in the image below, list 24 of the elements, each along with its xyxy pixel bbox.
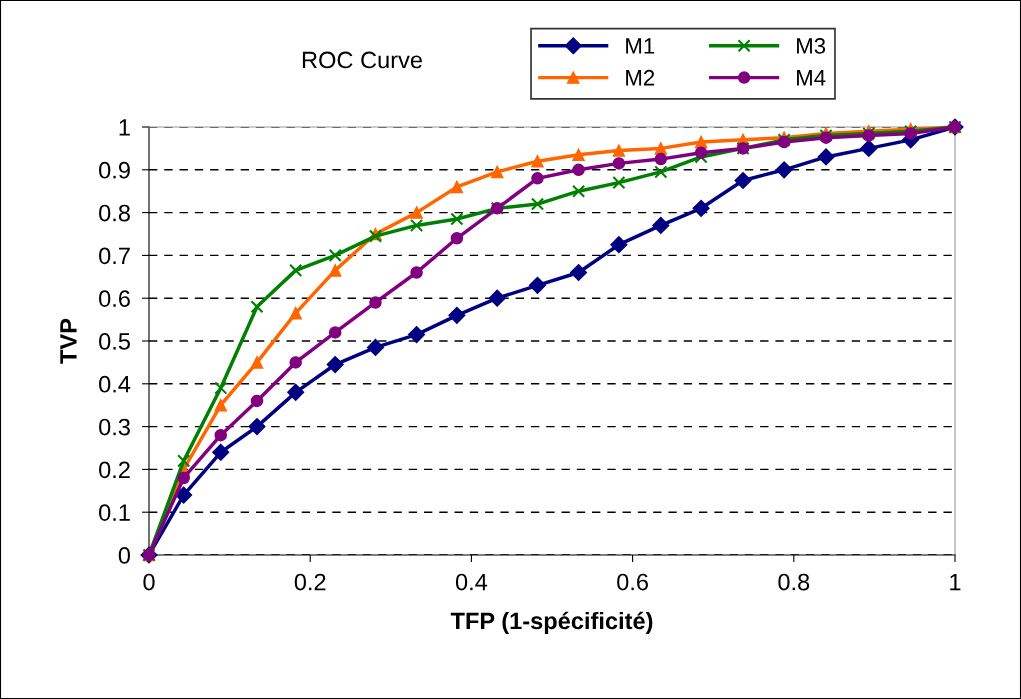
legend-label: M3 [797,38,826,54]
x-tick-label: 1 [950,573,961,591]
y-axis-title: TVP [60,318,77,364]
chart-title: ROC Curve [302,51,422,69]
y-tick-label: 0.6 [99,290,130,307]
legend-label: M2 [626,69,655,86]
legend-label: M4 [797,70,826,86]
legend-label: M1 [626,38,655,54]
x-tick-label: 0.8 [778,573,810,591]
y-tick-label: 0.9 [99,161,130,179]
y-tick-label: 0.4 [99,375,131,393]
x-tick-label: 0.6 [617,573,648,591]
x-tick-label: 0 [143,573,155,591]
y-tick-label: 0 [118,547,131,564]
y-tick-label: 1 [119,119,130,136]
y-tick-label: 0.3 [99,418,130,436]
y-tick-label: 0.8 [99,204,130,222]
y-tick-label: 0.2 [99,461,130,479]
y-tick-label: 0.7 [99,247,130,265]
y-tick-label: 0.5 [99,333,130,350]
x-tick-label: 0.4 [455,573,488,591]
y-tick-label: 0.1 [99,504,130,521]
x-axis-title: TFP (1-spécificité) [450,611,653,634]
x-tick-label: 0.2 [294,573,326,591]
